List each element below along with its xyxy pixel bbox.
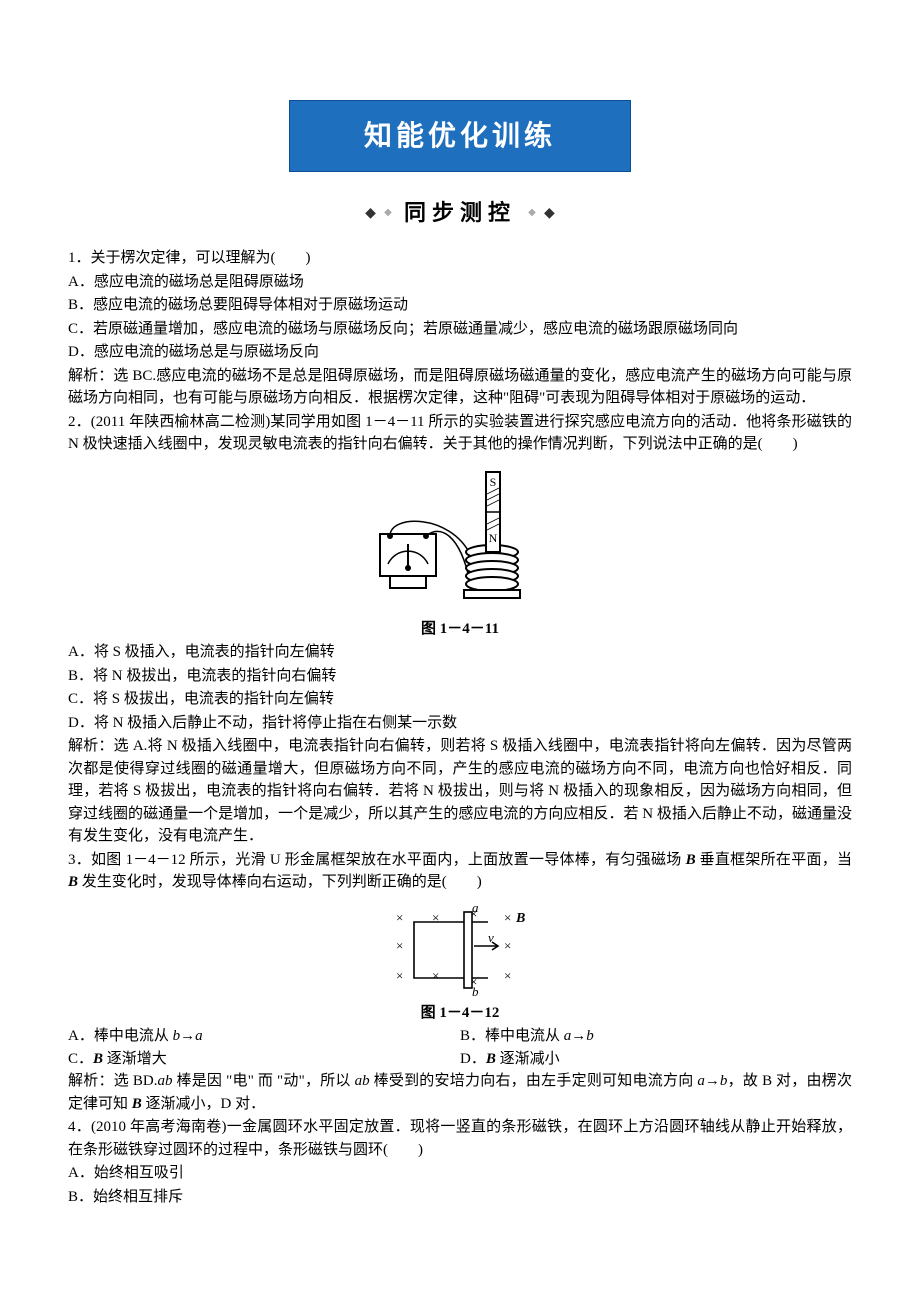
question-4: 4．(2010 年高考海南卷)一金属圆环水平固定放置．现将一竖直的条形磁铁，在圆… bbox=[68, 1116, 852, 1208]
banner-title: 知能优化训练 bbox=[289, 100, 631, 172]
magnet-s-label: S bbox=[490, 475, 497, 489]
q3-b-1: B bbox=[686, 852, 696, 868]
q3-optc-pre: C． bbox=[68, 1051, 93, 1067]
q3-optc-i: B bbox=[93, 1051, 103, 1067]
q3-ans-i1: ab bbox=[157, 1073, 172, 1089]
q3-label-b: b bbox=[472, 984, 479, 998]
q3-label-a: a bbox=[472, 902, 479, 915]
decor-dot: ◆ bbox=[528, 205, 536, 220]
q3-optd-pre: D． bbox=[460, 1051, 486, 1067]
question-3: 3．如图 1－4－12 所示，光滑 U 形金属框架放在水平面内，上面放置一导体棒… bbox=[68, 849, 852, 1116]
decor-diamond: ◆ bbox=[365, 202, 376, 223]
decor-diamond: ◆ bbox=[544, 202, 555, 223]
q1-opt-c: C．若原磁通量增加，感应电流的磁场与原磁场反向；若原磁通量减少，感应电流的磁场跟… bbox=[68, 318, 852, 341]
q1-opt-b: B．感应电流的磁场总要阻碍导体相对于原磁场运动 bbox=[68, 294, 852, 317]
q3-ans-i2: ab bbox=[355, 1073, 370, 1089]
q3-stem-a: 3．如图 1－4－12 所示，光滑 U 形金属框架放在水平面内，上面放置一导体棒… bbox=[68, 852, 686, 868]
q2-opt-c: C．将 S 极拔出，电流表的指针向左偏转 bbox=[68, 688, 852, 711]
q3-ans-c: 棒受到的安培力向右，由左手定则可知电流方向 bbox=[370, 1073, 698, 1089]
q3-ans-e: 逐渐减小，D 对． bbox=[142, 1096, 265, 1112]
q3-stem: 3．如图 1－4－12 所示，光滑 U 形金属框架放在水平面内，上面放置一导体棒… bbox=[68, 849, 852, 894]
q3-optb-i: a→b bbox=[564, 1028, 594, 1044]
q3-ans-a: 解析：选 BD. bbox=[68, 1073, 157, 1089]
q3-answer: 解析：选 BD.ab 棒是因 "电" 而 "动"，所以 ab 棒受到的安培力向右… bbox=[68, 1070, 852, 1115]
q4-opt-a: A．始终相互吸引 bbox=[68, 1162, 852, 1185]
q2-opt-d: D．将 N 极插入后静止不动，指针将停止指在右侧某一示数 bbox=[68, 712, 852, 735]
q3-ans-b: 棒是因 "电" 而 "动"，所以 bbox=[172, 1073, 354, 1089]
q3-optd-i: B bbox=[486, 1051, 496, 1067]
q4-stem: 4．(2010 年高考海南卷)一金属圆环水平固定放置．现将一竖直的条形磁铁，在圆… bbox=[68, 1116, 852, 1161]
q3-opt-b: B．棒中电流从 a→b bbox=[460, 1025, 852, 1048]
q3-opt-d: D．B 逐渐减小 bbox=[460, 1048, 852, 1071]
q3-label-bfield: B bbox=[515, 911, 525, 926]
q2-figure: S N bbox=[68, 464, 852, 614]
q3-label-v: v bbox=[488, 930, 494, 945]
q2-answer: 解析：选 A.将 N 极插入线圈中，电流表指针向右偏转，则若将 S 极插入线圈中… bbox=[68, 735, 852, 848]
q2-opt-b: B．将 N 极拔出，电流表的指针向右偏转 bbox=[68, 665, 852, 688]
question-1: 1．关于楞次定律，可以理解为( ) A．感应电流的磁场总是阻碍原磁场 B．感应电… bbox=[68, 247, 852, 410]
q3-b-2: B bbox=[68, 874, 78, 890]
section-decor: ◆ ◆ 同步测控 ◆ ◆ bbox=[68, 196, 852, 229]
q4-opt-b: B．始终相互排斥 bbox=[68, 1186, 852, 1209]
section-label: 同步测控 bbox=[404, 196, 516, 229]
q3-figure: ×××× ×× ×××× a b v B bbox=[68, 902, 852, 998]
q1-answer: 解析：选 BC.感应电流的磁场不是总是阻碍原磁场，而是阻碍原磁场磁通量的变化，感… bbox=[68, 365, 852, 410]
q2-opt-a: A．将 S 极插入，电流表的指针向左偏转 bbox=[68, 641, 852, 664]
q3-opta-i: b→a bbox=[173, 1028, 203, 1044]
q3-figcap: 图 1－4－12 bbox=[68, 1002, 852, 1025]
q3-ans-i3: a→b bbox=[697, 1073, 727, 1089]
q2-stem: 2．(2011 年陕西榆林高二检测)某同学用如图 1－4－11 所示的实验装置进… bbox=[68, 411, 852, 456]
decor-dot: ◆ bbox=[384, 205, 392, 220]
svg-text:×: × bbox=[396, 910, 403, 925]
svg-text:×: × bbox=[396, 968, 403, 983]
question-2: 2．(2011 年陕西榆林高二检测)某同学用如图 1－4－11 所示的实验装置进… bbox=[68, 411, 852, 848]
svg-text:×: × bbox=[504, 910, 511, 925]
q1-stem: 1．关于楞次定律，可以理解为( ) bbox=[68, 247, 852, 270]
svg-text:×: × bbox=[432, 968, 439, 983]
svg-text:×: × bbox=[504, 938, 511, 953]
q3-optb-pre: B．棒中电流从 bbox=[460, 1028, 564, 1044]
svg-text:×: × bbox=[504, 968, 511, 983]
q3-stem-b: 垂直框架所在平面，当 bbox=[696, 852, 852, 868]
q3-opt-c: C．B 逐渐增大 bbox=[68, 1048, 460, 1071]
magnet-n-label: N bbox=[489, 531, 498, 545]
q3-optd-post: 逐渐减小 bbox=[496, 1051, 560, 1067]
q3-opta-pre: A．棒中电流从 bbox=[68, 1028, 173, 1044]
q3-opt-a: A．棒中电流从 b→a bbox=[68, 1025, 460, 1048]
q2-figcap: 图 1－4－11 bbox=[68, 618, 852, 641]
q1-opt-d: D．感应电流的磁场总是与原磁场反向 bbox=[68, 341, 852, 364]
svg-text:×: × bbox=[396, 938, 403, 953]
q1-opt-a: A．感应电流的磁场总是阻碍原磁场 bbox=[68, 271, 852, 294]
q3-stem-c: 发生变化时，发现导体棒向右运动，下列判断正确的是( ) bbox=[78, 874, 482, 890]
q3-ans-i4: B bbox=[132, 1096, 142, 1112]
q3-optc-post: 逐渐增大 bbox=[103, 1051, 167, 1067]
